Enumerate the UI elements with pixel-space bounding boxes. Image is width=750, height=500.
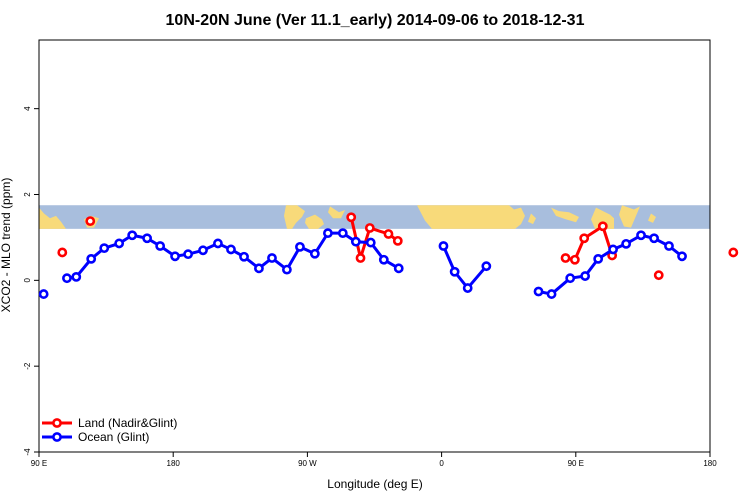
y-axis-label: XCO2 - MLO trend (ppm) [0, 178, 13, 313]
series-ocean-point [323, 228, 333, 239]
series-ocean-point [580, 271, 591, 281]
series-ocean-point [86, 253, 97, 264]
series-ocean-point [254, 263, 264, 274]
series-land-point [85, 216, 96, 227]
map-land-9 [619, 205, 640, 228]
x-tick-label: 90 E [568, 459, 584, 468]
series-group [38, 212, 739, 299]
map-land-8 [591, 207, 614, 229]
series-ocean-point [213, 238, 223, 249]
y-tick-label: 2 [23, 192, 32, 197]
series-ocean-line [538, 233, 683, 296]
series-ocean-point [393, 263, 404, 274]
series-ocean-point [309, 248, 320, 259]
series-ocean-point [593, 253, 604, 264]
series-land-point [597, 221, 608, 232]
legend-label: Land (Nadir&Glint) [78, 416, 177, 430]
series-ocean-point [481, 261, 492, 272]
series-ocean-point [636, 230, 646, 241]
series-ocean-point [99, 243, 110, 254]
chart-title: 10N-20N June (Ver 11.1_early) 2014-09-06… [166, 12, 585, 29]
y-tick-label: 0 [23, 278, 32, 283]
x-tick-label: 90 W [298, 459, 317, 468]
series-land-point [355, 253, 366, 263]
x-tick-label: 180 [167, 459, 181, 468]
series-land-point [728, 247, 739, 258]
y-tick-label: 4 [23, 106, 32, 111]
map-ocean [39, 205, 710, 229]
map-land-5 [417, 205, 525, 229]
series-ocean-point [350, 236, 361, 247]
x-tick-label: 0 [439, 459, 444, 468]
map-band [39, 205, 710, 229]
series-ocean-point [281, 264, 292, 275]
series-ocean-point [127, 230, 138, 241]
series-ocean-point [546, 289, 557, 299]
series-land-point [392, 235, 403, 246]
series-land-point [653, 270, 664, 281]
map-land-7 [551, 207, 579, 223]
series-ocean-point [337, 228, 348, 239]
series-ocean-point [114, 238, 125, 249]
series-ocean-point [649, 233, 659, 244]
series-ocean-point [183, 249, 194, 260]
series-land-point [346, 212, 357, 223]
x-axis-label: Longitude (deg E) [327, 477, 422, 491]
legend-marker [52, 432, 62, 442]
y-tick-label: -4 [23, 448, 32, 456]
x-tick-label: 90 E [31, 459, 47, 468]
x-tick-label: 180 [703, 459, 717, 468]
series-ocean-point [438, 241, 449, 251]
series-ocean-point [239, 251, 249, 262]
legend-label: Ocean (Glint) [78, 430, 149, 444]
series-ocean-line [442, 245, 488, 290]
series-ocean-point [449, 266, 460, 277]
series-ocean-point [295, 241, 305, 252]
series-land-point [569, 254, 580, 265]
map-land-6 [528, 213, 536, 225]
series-ocean-point [71, 271, 82, 282]
map-land-10 [648, 213, 656, 223]
series-ocean-point [170, 251, 180, 262]
series-ocean-point [226, 244, 236, 255]
series-ocean-point [62, 273, 72, 284]
series-land-point [579, 233, 590, 244]
series-ocean-point [462, 283, 473, 293]
map-land-2 [284, 205, 305, 229]
series-ocean-point [664, 241, 674, 251]
series-ocean-point [155, 241, 166, 251]
series-ocean-point [198, 245, 208, 256]
series-ocean-point [365, 237, 376, 248]
series-ocean-point [533, 286, 544, 297]
series-ocean-point [142, 233, 153, 244]
series-land-point [383, 229, 394, 239]
axes: 90 E 180 90 W 0 90 E 180 -4 -2 0 2 4 [23, 39, 717, 468]
series-ocean-point [565, 273, 576, 284]
series-ocean-point [38, 289, 49, 299]
series-ocean-point [267, 253, 277, 263]
series-land-point [57, 247, 68, 258]
series-land-point [560, 253, 571, 263]
map-land-4 [328, 206, 345, 219]
y-tick-label: -2 [23, 362, 32, 370]
map-land-0 [39, 207, 66, 229]
series-ocean-point [608, 244, 618, 255]
series-ocean-point [621, 238, 632, 249]
series-ocean-point [378, 254, 389, 265]
map-land-3 [305, 214, 324, 229]
plot-frame [38, 39, 711, 453]
legend: Land (Nadir&Glint)Ocean (Glint) [42, 416, 177, 444]
legend-marker [52, 418, 62, 428]
series-land-point [364, 223, 375, 233]
series-ocean-point [677, 251, 687, 262]
